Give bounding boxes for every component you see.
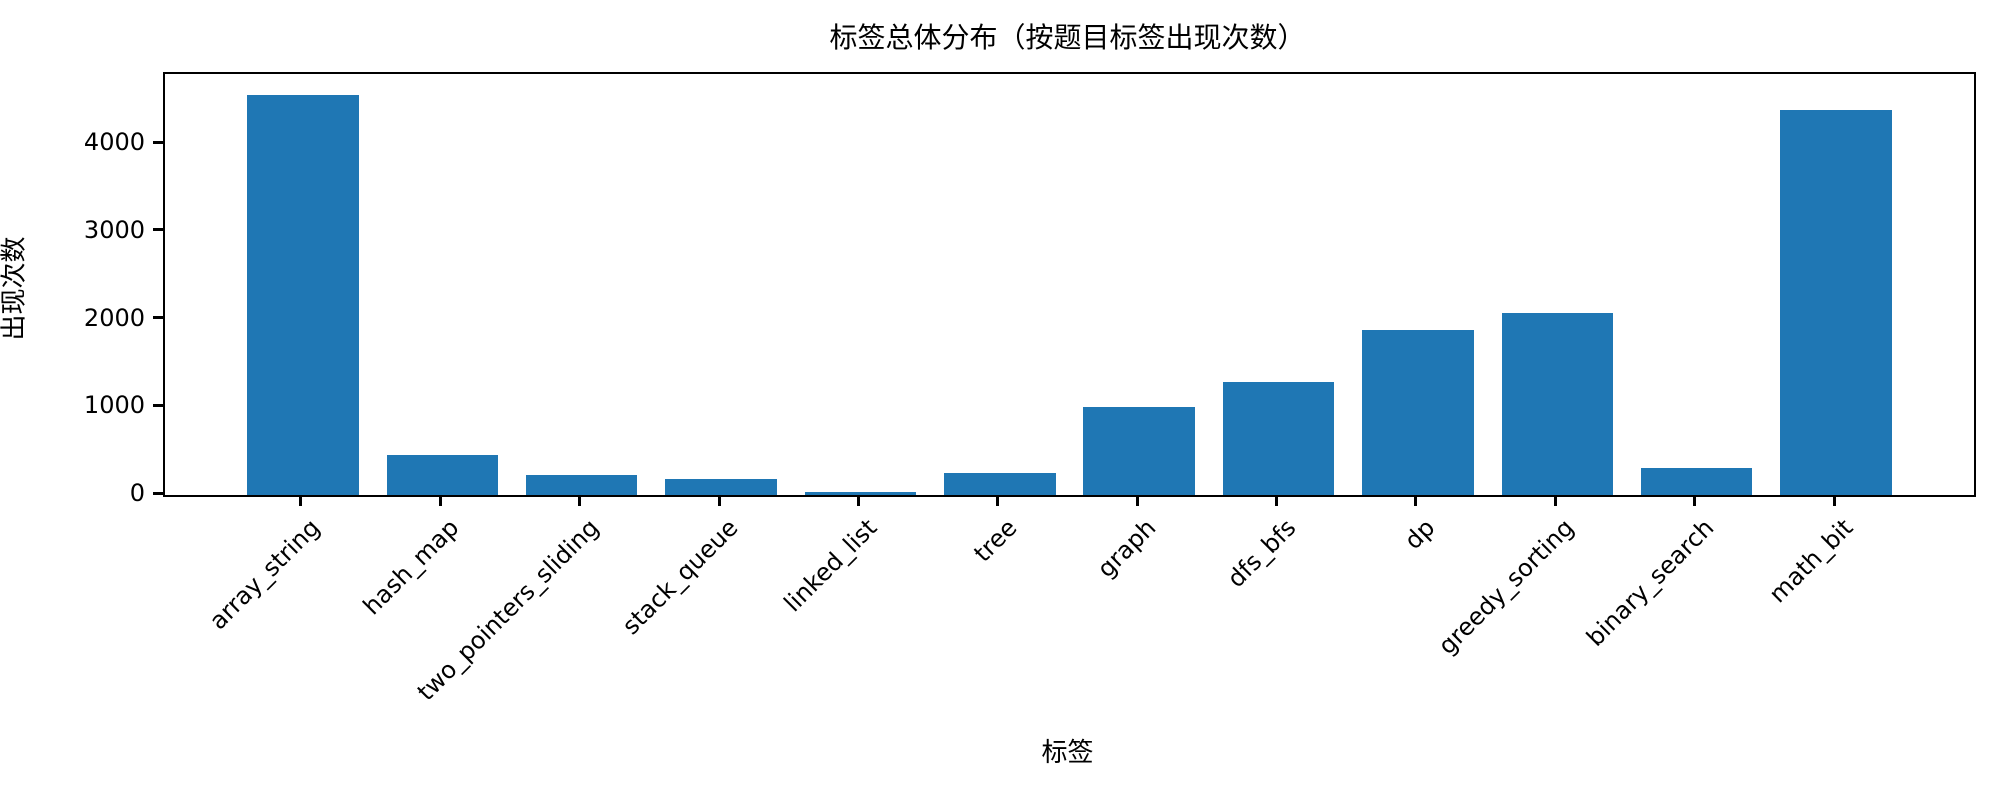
x-tick-mark <box>1553 495 1557 506</box>
y-axis-title: 出现次数 <box>0 236 30 341</box>
x-tick-mark <box>1414 495 1418 506</box>
x-tick-label-binary_search: binary_search <box>1580 513 1720 652</box>
y-tick-label: 1000 <box>83 391 145 420</box>
bar-array_string <box>247 95 359 495</box>
x-tick-mark <box>1832 495 1836 506</box>
bar-binary_search <box>1640 467 1753 495</box>
x-tick-mark <box>1275 495 1279 506</box>
bar-greedy_sorting <box>1501 313 1614 495</box>
x-tick-label-linked_list: linked_list <box>778 513 883 618</box>
x-tick-mark <box>299 495 303 506</box>
y-tick-label: 3000 <box>83 215 145 244</box>
bar-graph <box>1083 407 1195 495</box>
bar-tree <box>944 473 1056 495</box>
x-tick-mark <box>1693 495 1697 506</box>
x-axis-title: 标签 <box>1041 738 1094 768</box>
y-tick-mark <box>153 403 163 407</box>
y-tick-label: 2000 <box>83 303 145 332</box>
x-tick-mark <box>438 495 442 506</box>
x-tick-label-graph: graph <box>1092 513 1162 584</box>
x-tick-label-math_bit: math_bit <box>1763 513 1859 609</box>
bar-dfs_bfs <box>1222 381 1335 495</box>
x-tick-mark <box>578 495 582 506</box>
x-tick-label-two_pointers_sliding: two_pointers_sliding <box>411 513 605 707</box>
plot-area <box>163 72 1976 497</box>
bar-two_pointers_sliding <box>525 474 638 495</box>
y-tick-mark <box>153 228 163 232</box>
bar-hash_map <box>386 455 499 495</box>
bar-stack_queue <box>665 478 777 495</box>
y-tick-mark <box>153 491 163 495</box>
y-tick-mark <box>153 140 163 144</box>
x-tick-label-array_string: array_string <box>203 513 326 636</box>
x-tick-label-tree: tree <box>968 513 1023 568</box>
x-tick-label-dfs_bfs: dfs_bfs <box>1221 513 1301 594</box>
y-tick-label: 0 <box>129 479 145 507</box>
x-tick-label-dp: dp <box>1398 513 1441 555</box>
bar-linked_list <box>804 491 917 495</box>
x-tick-mark <box>996 495 1000 506</box>
y-tick-mark <box>153 316 163 320</box>
x-tick-label-greedy_sorting: greedy_sorting <box>1433 513 1580 661</box>
x-tick-mark <box>1135 495 1139 506</box>
x-tick-label-hash_map: hash_map <box>357 513 465 621</box>
y-tick-label: 4000 <box>83 128 145 157</box>
x-tick-label-stack_queue: stack_queue <box>616 513 744 641</box>
x-tick-mark <box>717 495 721 506</box>
x-tick-mark <box>856 495 860 506</box>
bar-math_bit <box>1780 109 1892 495</box>
chart-title: 标签总体分布（按题目标签出现次数） <box>829 21 1306 54</box>
bar-dp <box>1362 330 1474 495</box>
